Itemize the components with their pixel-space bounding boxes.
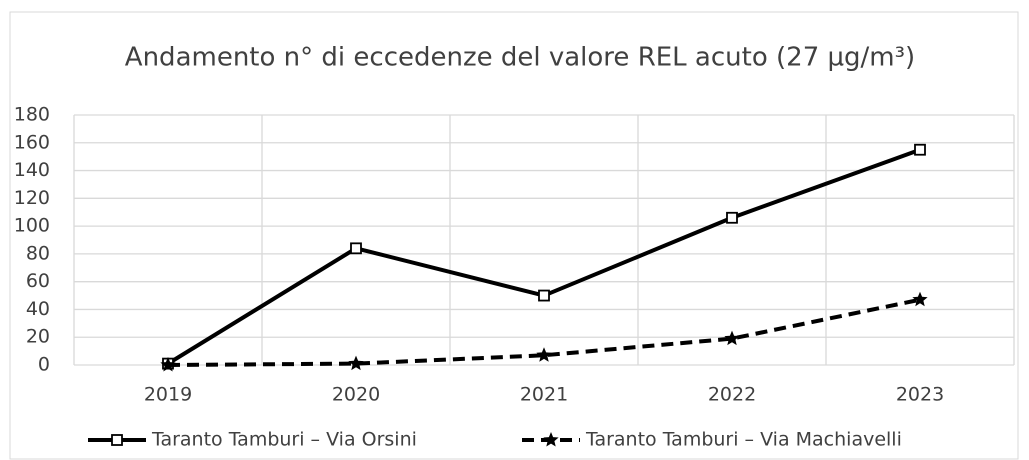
marker (536, 347, 552, 362)
marker (538, 289, 550, 302)
legend-marker (543, 432, 559, 447)
y-tick-label: 140 (14, 159, 50, 181)
y-tick-label: 20 (26, 326, 50, 348)
y-tick-label: 60 (26, 270, 50, 292)
chart-border (9, 11, 1019, 460)
marker (348, 355, 364, 371)
x-tick-label: 2022 (708, 384, 756, 406)
marker (914, 143, 926, 156)
marker (724, 330, 740, 346)
marker (160, 357, 176, 372)
y-tick-label: 120 (14, 187, 50, 209)
x-tick-label: 2019 (144, 384, 192, 406)
marker (350, 242, 362, 255)
chart-title: Andamento n° di eccedenze del valore REL… (125, 43, 915, 73)
y-tick-label: 180 (14, 104, 50, 126)
x-tick-label: 2023 (896, 384, 944, 406)
legend-label: Taranto Tamburi – Via Machiavelli (585, 429, 902, 451)
marker (912, 291, 928, 307)
legend-label: Taranto Tamburi – Via Orsini (151, 429, 417, 451)
x-tick-label: 2021 (520, 384, 568, 406)
y-tick-label: 40 (26, 298, 50, 320)
y-tick-label: 100 (14, 215, 50, 237)
x-tick-label: 2020 (332, 384, 380, 406)
y-tick-label: 80 (26, 242, 50, 264)
y-tick-label: 0 (38, 354, 50, 376)
marker (726, 211, 738, 224)
y-tick-label: 160 (14, 131, 50, 153)
legend-marker (111, 434, 123, 446)
series-line (167, 297, 921, 367)
